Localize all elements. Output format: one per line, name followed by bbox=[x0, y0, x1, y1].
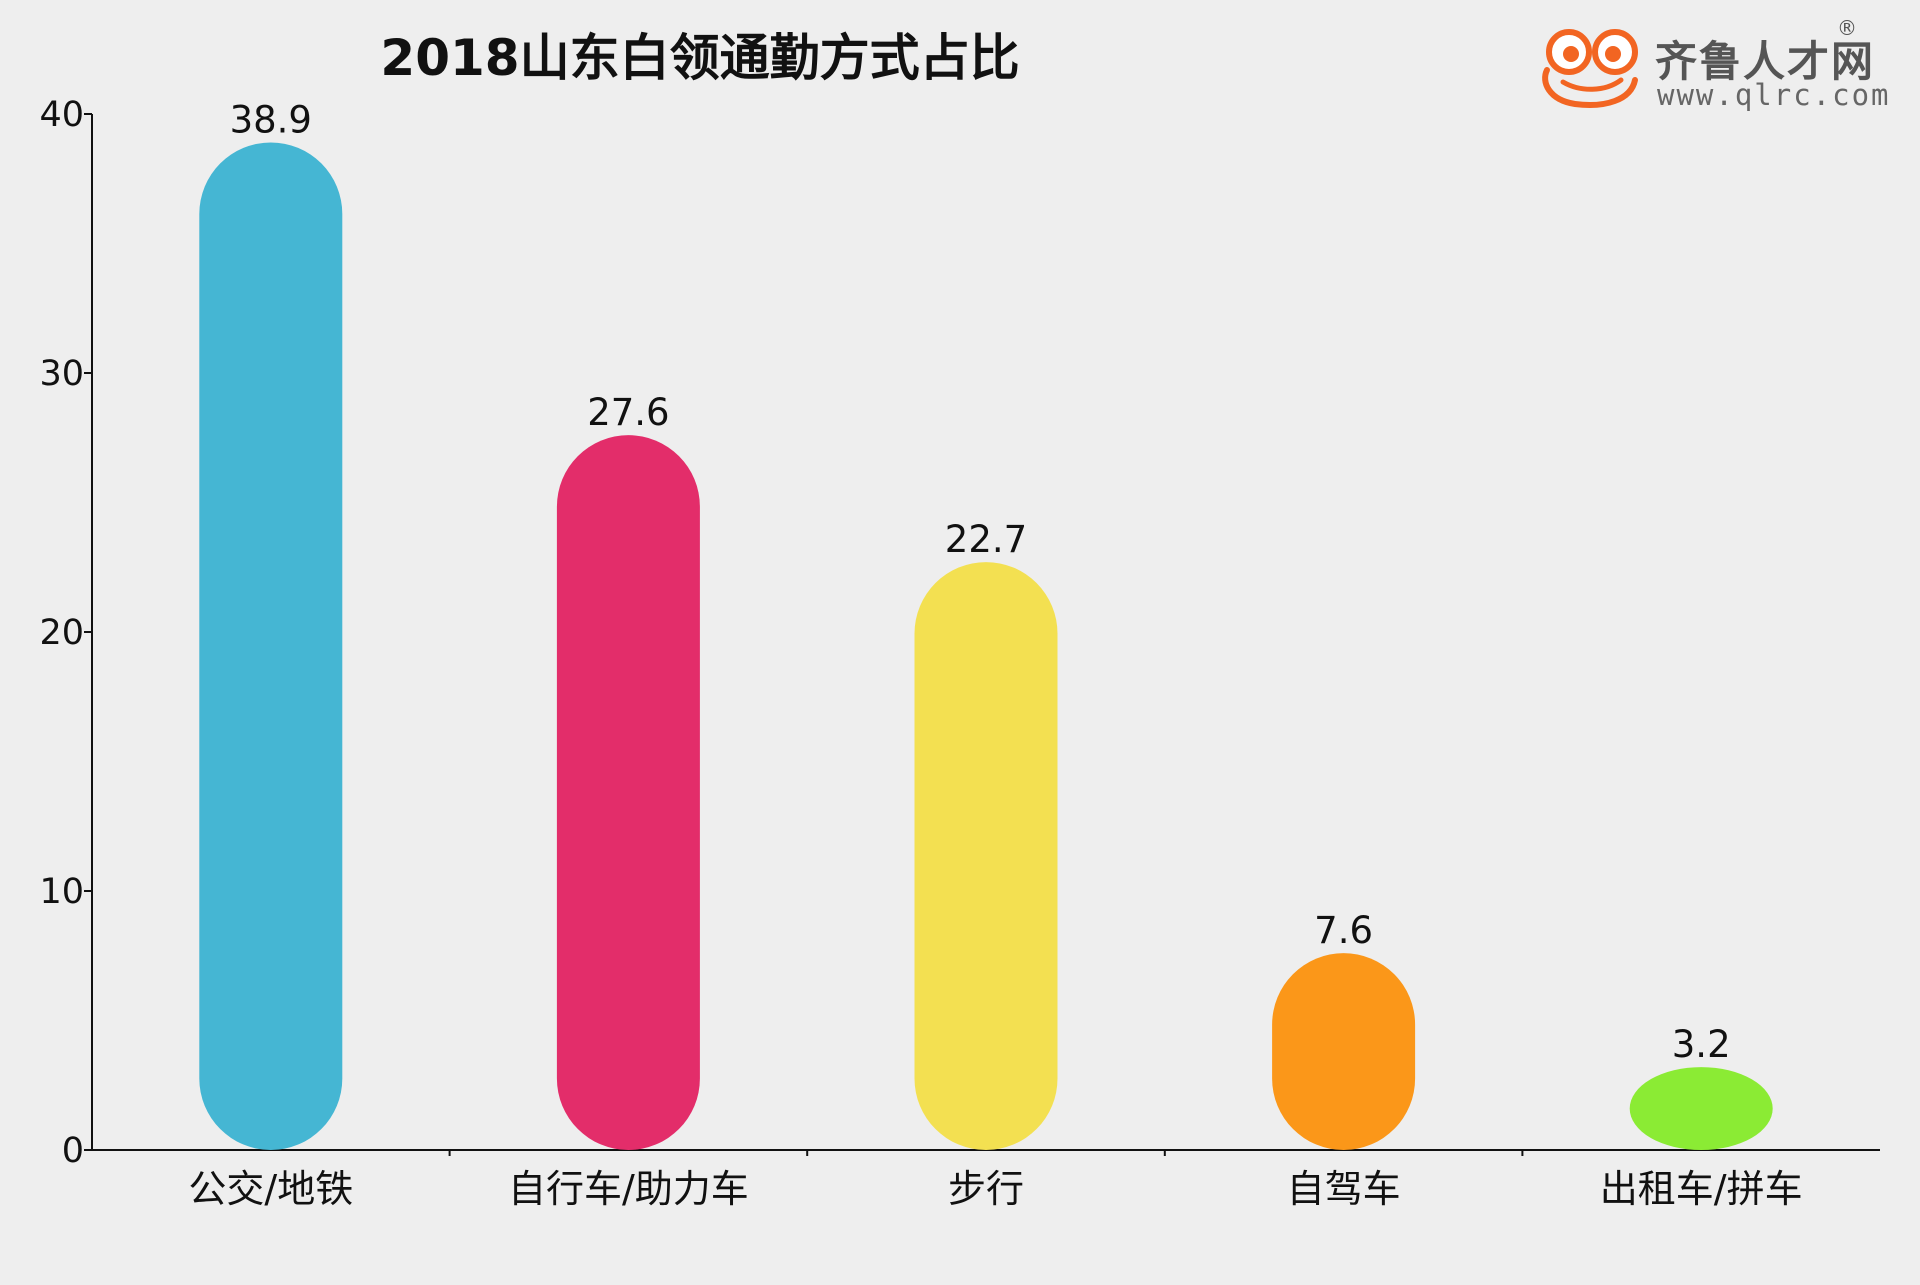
y-tick-label: 40 bbox=[39, 95, 84, 135]
bar-value-label: 3.2 bbox=[1672, 1023, 1731, 1066]
x-category-label: 自行车/助力车 bbox=[508, 1167, 749, 1211]
bar-4 bbox=[1272, 953, 1416, 1150]
bar-value-label: 38.9 bbox=[230, 98, 312, 141]
registered-mark: ® bbox=[1837, 16, 1857, 40]
y-tick-label: 30 bbox=[39, 354, 84, 394]
bar-1 bbox=[199, 142, 343, 1151]
bar-5 bbox=[1629, 1067, 1773, 1150]
bar-3 bbox=[914, 562, 1058, 1150]
bar-value-label: 27.6 bbox=[587, 391, 669, 434]
y-tick-label: 0 bbox=[62, 1131, 84, 1171]
bar-value-label: 7.6 bbox=[1314, 909, 1373, 952]
brand-logo: 齐鲁人才网 ® www.qlrc.com bbox=[1535, 16, 1910, 112]
y-tick-label: 10 bbox=[39, 872, 84, 912]
brand-name: 齐鲁人才网 bbox=[1655, 37, 1876, 86]
bar-value-label: 22.7 bbox=[945, 518, 1027, 561]
x-category-label: 自驾车 bbox=[1287, 1167, 1401, 1211]
y-tick-label: 20 bbox=[39, 613, 84, 653]
x-category-label: 出租车/拼车 bbox=[1600, 1167, 1803, 1211]
x-category-label: 步行 bbox=[948, 1167, 1024, 1211]
chart-title: 2018山东白领通勤方式占比 bbox=[380, 29, 1020, 87]
x-category-label: 公交/地铁 bbox=[188, 1167, 353, 1211]
bar-2 bbox=[556, 435, 700, 1150]
brand-url: www.qlrc.com bbox=[1657, 78, 1891, 112]
frog-icon bbox=[1542, 29, 1638, 108]
plot-area: 0 10 20 30 40 38.9 公交/地铁 27.6 自行车/助力车 22.7 步行 7.6 自驾… bbox=[39, 95, 1880, 1211]
